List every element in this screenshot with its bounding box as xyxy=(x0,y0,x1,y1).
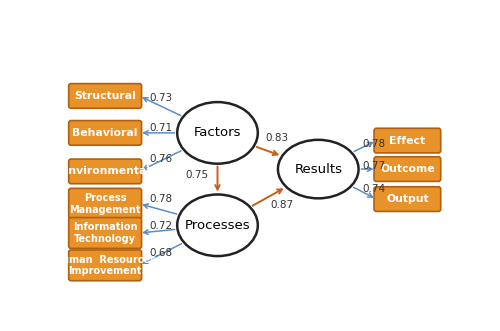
Text: 0.87: 0.87 xyxy=(270,200,293,210)
FancyBboxPatch shape xyxy=(68,217,142,248)
Text: 0.77: 0.77 xyxy=(362,161,386,171)
Text: Results: Results xyxy=(294,163,342,175)
Text: 0.75: 0.75 xyxy=(185,169,208,179)
FancyBboxPatch shape xyxy=(374,157,440,181)
Ellipse shape xyxy=(278,140,358,198)
Text: Process
Management: Process Management xyxy=(70,193,141,214)
Text: 0.78: 0.78 xyxy=(362,139,386,149)
Text: 0.78: 0.78 xyxy=(150,194,172,204)
Text: Factors: Factors xyxy=(194,126,241,139)
Text: 0.76: 0.76 xyxy=(150,154,172,164)
Ellipse shape xyxy=(177,102,258,164)
Text: 0.83: 0.83 xyxy=(266,133,288,143)
Text: 0.72: 0.72 xyxy=(150,221,172,231)
Text: Structural: Structural xyxy=(74,91,136,101)
Text: 0.68: 0.68 xyxy=(150,248,172,258)
Text: 0.73: 0.73 xyxy=(150,93,172,103)
FancyBboxPatch shape xyxy=(68,250,142,281)
Text: Effect: Effect xyxy=(390,136,426,146)
FancyBboxPatch shape xyxy=(68,159,142,184)
FancyBboxPatch shape xyxy=(68,188,142,219)
Text: Processes: Processes xyxy=(184,219,250,232)
Text: 0.71: 0.71 xyxy=(150,123,172,133)
FancyBboxPatch shape xyxy=(68,120,142,145)
Text: Outcome: Outcome xyxy=(380,164,434,174)
FancyBboxPatch shape xyxy=(374,128,440,153)
FancyBboxPatch shape xyxy=(68,84,142,108)
Text: Output: Output xyxy=(386,194,428,204)
Text: Human  Resources
Improvement: Human Resources Improvement xyxy=(54,255,156,276)
Text: Environmental: Environmental xyxy=(60,166,150,176)
Text: Information
Technology: Information Technology xyxy=(73,222,138,244)
Text: 0.74: 0.74 xyxy=(362,184,386,194)
Text: Behavioral: Behavioral xyxy=(72,128,138,138)
FancyBboxPatch shape xyxy=(374,187,440,212)
Ellipse shape xyxy=(177,195,258,256)
